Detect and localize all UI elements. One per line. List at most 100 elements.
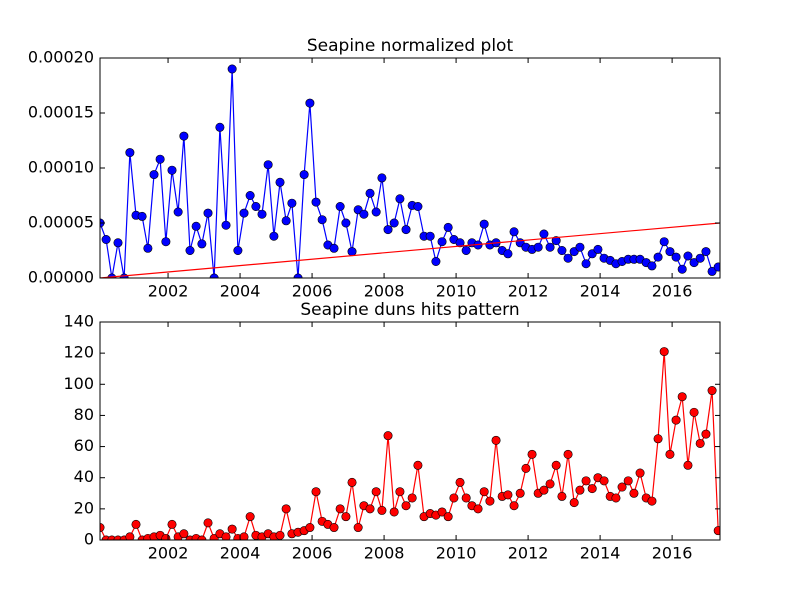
data-point [587,484,597,494]
data-point [281,504,291,514]
x-tick-label: 2014 [580,282,621,301]
data-point [203,208,213,218]
data-point [371,207,381,217]
data-point [623,476,633,486]
data-point [671,252,681,262]
data-point [521,463,531,473]
data-point [701,429,711,439]
plot-area [100,347,720,540]
data-point [251,202,261,212]
data-point [245,191,255,201]
data-point [443,222,453,232]
data-point [143,243,153,253]
data-point [677,264,687,274]
data-point [539,229,549,239]
data-point [365,504,375,514]
data-point [695,253,705,263]
y-tick-label: 20 [74,498,94,517]
data-point [683,460,693,470]
data-point [287,198,297,208]
data-point [563,253,573,263]
data-point [437,237,447,247]
data-point [713,262,720,272]
data-point [305,523,315,533]
data-point [281,216,291,226]
data-point [113,238,123,248]
data-point [611,493,621,503]
data-point [431,256,441,266]
y-tick-label: 0.00005 [28,213,94,232]
data-point [503,490,513,500]
data-point [215,122,225,132]
data-point [329,243,339,253]
data-point [275,530,285,540]
data-point [155,154,165,164]
data-point [191,221,201,231]
x-tick-label: 2006 [292,544,333,563]
data-line [100,68,719,278]
data-point [551,236,561,246]
data-point [275,177,285,187]
data-point [575,485,585,495]
data-point [599,476,609,486]
data-point [371,487,381,497]
data-point [473,504,483,514]
data-point [533,242,543,252]
data-point [125,148,135,158]
data-point [557,491,567,501]
data-point [479,487,489,497]
data-point [461,493,471,503]
data-point [269,231,279,241]
data-point [635,468,645,478]
data-point [575,242,585,252]
data-point [257,209,267,219]
data-point [203,518,213,528]
data-point [491,435,501,445]
data-point [239,208,249,218]
data-point [653,252,663,262]
data-point [479,219,489,229]
y-tick-label: 120 [63,343,94,362]
data-point [593,244,603,254]
data-point [551,460,561,470]
data-point [701,247,711,257]
data-point [167,165,177,175]
data-point [389,507,399,517]
data-point [161,533,171,540]
data-point [395,487,405,497]
data-point [167,519,177,529]
x-tick-label: 2010 [436,282,477,301]
data-point [509,227,519,237]
x-tick-label: 2002 [148,544,189,563]
data-point [125,532,135,540]
data-point [317,215,327,225]
data-point [455,238,465,248]
x-tick-label: 2016 [652,282,693,301]
x-tick-label: 2008 [364,282,405,301]
data-point [353,523,363,533]
data-point [689,258,699,268]
x-tick-label: 2004 [220,544,261,563]
y-tick-label: 40 [74,467,94,486]
data-point [377,173,387,183]
data-point [509,501,519,511]
data-point [221,532,231,540]
axes-frame [99,57,721,279]
x-tick-label: 2002 [148,282,189,301]
data-point [665,247,675,257]
data-point [173,207,183,217]
data-point [527,449,537,459]
y-tick-label: 140 [63,312,94,331]
data-point [407,493,417,503]
data-point [629,488,639,498]
data-point [413,202,423,212]
data-point [377,505,387,515]
data-point [485,496,495,506]
axes-frame [99,321,721,541]
data-point [401,501,411,511]
data-point [311,487,321,497]
data-point [437,507,447,517]
data-point [221,220,231,230]
data-point [713,526,720,536]
x-tick-label: 2006 [292,282,333,301]
